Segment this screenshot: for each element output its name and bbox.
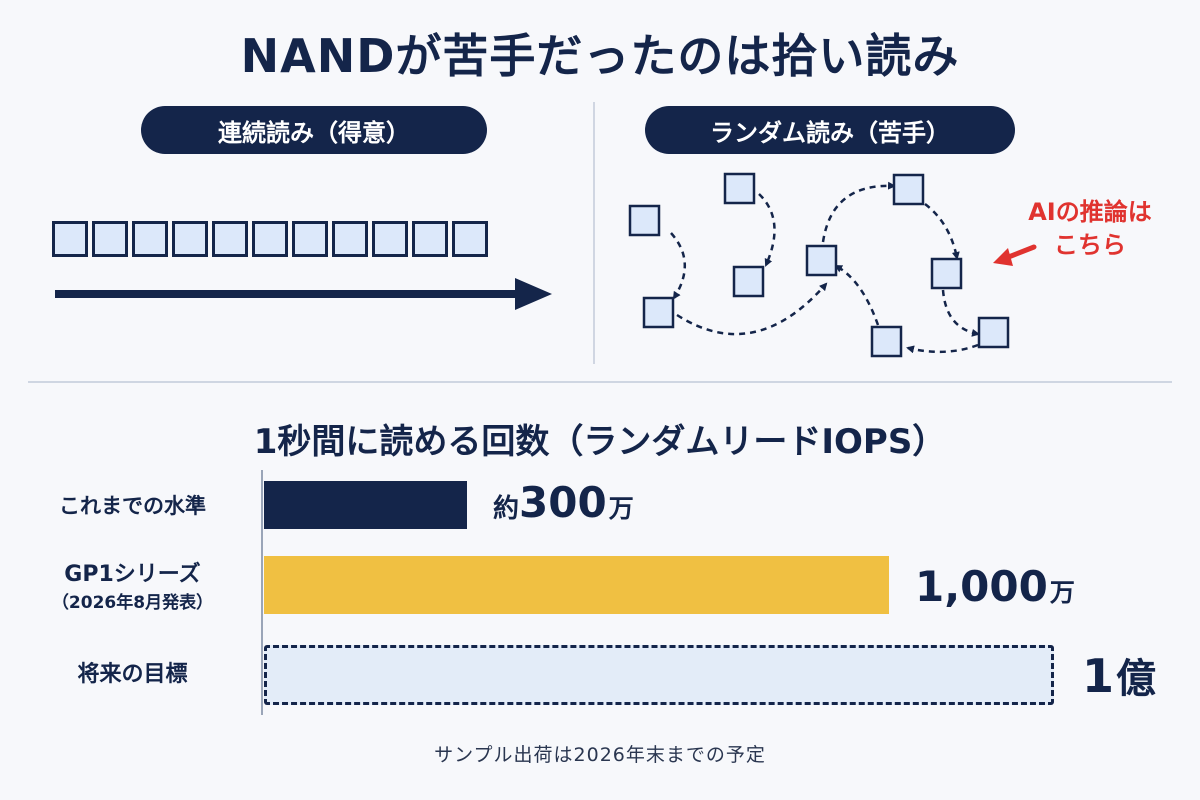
random-block <box>870 325 903 358</box>
sequential-arrow <box>55 278 552 310</box>
bar-target <box>264 645 1054 705</box>
ai-pointer-arrow-icon <box>993 244 1037 266</box>
sequential-block <box>412 221 448 257</box>
sequential-blocks <box>52 221 488 257</box>
random-block <box>732 265 765 298</box>
random-path <box>834 264 880 326</box>
bar-label-gp1-sub: （2026年8月発表） <box>51 593 214 613</box>
value-label-gp1: 1,000 万 <box>915 562 1075 611</box>
ai-note-line-2: こちら <box>1054 231 1126 259</box>
footnote: サンプル出荷は2026年末までの予定 <box>434 744 766 766</box>
value-number: 1,000 <box>915 562 1048 611</box>
section-divider-horizontal <box>28 381 1172 383</box>
random-path <box>924 203 960 260</box>
random-path <box>758 193 776 267</box>
value-unit: 万 <box>1049 578 1075 607</box>
value-label-current: 約 300 万 <box>493 478 634 527</box>
sequential-block <box>332 221 368 257</box>
bar-current <box>264 481 467 529</box>
page-title: NANDが苦手だったのは拾い読み <box>240 29 960 83</box>
random-block <box>642 296 675 329</box>
value-number: 1 <box>1082 649 1115 703</box>
sequential-block <box>92 221 128 257</box>
bar-label-target: 将来の目標 <box>77 662 188 687</box>
ai-inference-note: AIの推論は こちら <box>1010 196 1170 262</box>
random-block <box>892 173 925 206</box>
random-access-paths <box>670 181 980 354</box>
random-path <box>821 181 896 243</box>
random-path <box>670 232 687 300</box>
ai-note-line-1: AIの推論は <box>1028 198 1152 226</box>
bar-gp1 <box>264 556 889 614</box>
bar-label-gp1: GP1シリーズ （2026年8月発表） <box>20 560 245 616</box>
chart-title: 1秒間に読める回数（ランダムリードIOPS） <box>253 422 947 462</box>
random-block <box>723 172 756 205</box>
sequential-block <box>372 221 408 257</box>
random-block <box>977 316 1010 349</box>
value-unit: 万 <box>608 494 634 523</box>
sequential-block <box>452 221 488 257</box>
value-prefix: 約 <box>493 494 520 524</box>
bar-label-current: これまでの水準 <box>59 494 206 518</box>
random-path <box>906 343 979 354</box>
sequential-block <box>212 221 248 257</box>
random-block <box>805 244 838 277</box>
value-label-target: 1 億 <box>1082 646 1156 704</box>
sequential-block <box>292 221 328 257</box>
random-block <box>628 204 661 237</box>
section-divider-vertical <box>593 102 595 364</box>
value-number: 300 <box>519 478 607 527</box>
bar-label-gp1-main: GP1シリーズ <box>64 562 201 587</box>
random-read-label: ランダム読み（苦手） <box>645 106 1015 154</box>
sequential-block <box>252 221 288 257</box>
sequential-block <box>52 221 88 257</box>
chart-axis <box>261 470 263 715</box>
value-unit: 億 <box>1116 656 1157 702</box>
sequential-block <box>132 221 168 257</box>
random-block <box>930 257 963 290</box>
random-path <box>941 289 980 337</box>
random-blocks <box>628 172 1010 358</box>
random-path <box>676 282 828 336</box>
sequential-read-label: 連続読み（得意） <box>141 106 487 154</box>
sequential-block <box>172 221 208 257</box>
